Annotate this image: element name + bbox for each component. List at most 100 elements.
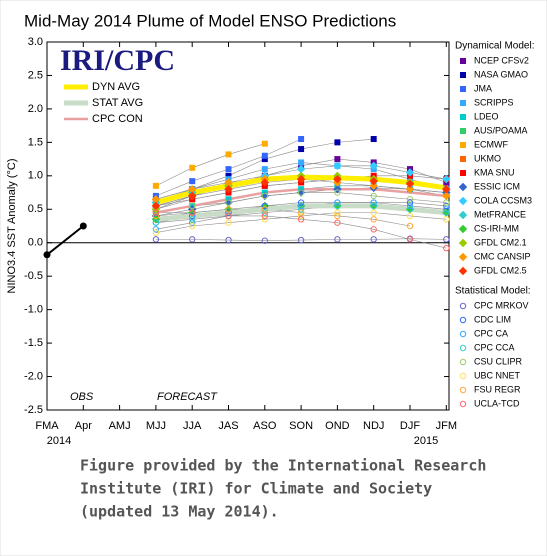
y-tick-label: -2.0	[24, 370, 43, 382]
point	[370, 209, 377, 216]
legend-label: UBC NNET	[474, 370, 521, 380]
y-tick-label: 2.0	[28, 103, 43, 115]
legend-label: CMC CANSIP	[474, 251, 531, 261]
legend-label: DYN AVG	[92, 81, 140, 93]
point	[187, 191, 197, 201]
point	[261, 202, 268, 210]
x-tick-label: JFM	[436, 420, 457, 432]
point	[333, 174, 342, 184]
legend-header: Dynamical Model:	[455, 41, 534, 52]
point	[261, 209, 268, 216]
point	[334, 189, 341, 196]
point	[298, 136, 305, 143]
legend-label: CPC CCA	[474, 342, 515, 352]
point	[370, 192, 377, 200]
logo: IRI/CPC	[60, 44, 175, 77]
point	[189, 178, 196, 185]
legend-label: CPC MRKOV	[474, 300, 529, 310]
point	[225, 209, 232, 216]
point	[152, 219, 160, 226]
point	[443, 236, 450, 243]
point	[297, 199, 305, 206]
point	[189, 209, 196, 216]
legend-marker	[459, 344, 467, 352]
legend-label: SCRIPPS	[474, 97, 514, 107]
point	[443, 244, 450, 252]
point	[152, 212, 160, 220]
legend-label: NCEP CFSv2	[474, 55, 529, 65]
y-tick-label: -0.5	[24, 270, 43, 282]
point	[297, 212, 305, 220]
point	[334, 219, 341, 226]
point	[334, 212, 341, 220]
legend-label: COLA CCSM3	[474, 195, 532, 205]
point	[406, 199, 414, 206]
point	[261, 212, 268, 220]
legend-marker	[459, 316, 467, 324]
legend-marker	[460, 170, 466, 176]
point	[370, 216, 377, 223]
point	[152, 236, 160, 243]
y-tick-label: 1.0	[28, 170, 43, 182]
point	[443, 199, 450, 206]
y-tick-label: -1.0	[24, 304, 43, 316]
point	[442, 174, 451, 184]
point	[334, 236, 341, 243]
legend-marker	[459, 358, 467, 366]
point	[152, 229, 160, 236]
legend-label: ESSIC ICM	[474, 181, 520, 191]
point	[297, 206, 305, 213]
point	[152, 182, 159, 189]
point	[334, 139, 341, 146]
annotation: FORECAST	[157, 391, 218, 403]
legend-marker	[458, 238, 468, 248]
point	[297, 202, 305, 210]
point	[443, 209, 450, 216]
legend-marker	[459, 386, 467, 394]
annotation: OBS	[70, 391, 94, 403]
point	[406, 236, 414, 243]
point	[406, 196, 414, 203]
legend-marker	[458, 224, 468, 234]
point	[298, 146, 305, 153]
legend-marker	[460, 142, 466, 148]
series-line	[155, 212, 447, 233]
point	[152, 226, 160, 233]
point	[261, 192, 268, 200]
legend-header: Statistical Model:	[455, 286, 531, 297]
point	[406, 222, 414, 230]
point	[334, 199, 341, 206]
legend-label: CSU CLIPR	[474, 356, 523, 366]
legend-label: FSU REGR	[474, 384, 521, 394]
point	[369, 176, 378, 186]
point	[405, 168, 415, 177]
legend-label: GFDL CM2.1	[474, 237, 527, 247]
legend-label: MetFRANCE	[474, 209, 526, 219]
point	[225, 206, 232, 213]
point	[406, 212, 414, 220]
series-line	[155, 143, 265, 187]
point	[333, 161, 342, 170]
x-tick-label: SON	[289, 420, 313, 432]
point	[189, 212, 196, 220]
legend-marker	[458, 196, 468, 206]
point	[369, 161, 378, 170]
point	[334, 156, 341, 163]
point	[261, 152, 268, 159]
year-label: 2015	[414, 435, 438, 447]
obs-point	[43, 251, 51, 259]
point	[225, 236, 232, 244]
point	[225, 212, 232, 220]
point	[261, 216, 268, 223]
point	[405, 179, 415, 189]
x-tick-label: DJF	[400, 420, 420, 432]
legend-marker	[458, 210, 468, 220]
series-line	[155, 238, 447, 242]
point	[443, 202, 450, 210]
point	[225, 166, 232, 173]
legend-label: AUS/POAMA	[474, 125, 528, 135]
x-tick-label: NDJ	[363, 420, 384, 432]
legend-label: NASA GMAO	[474, 69, 528, 79]
legend-marker	[460, 128, 466, 134]
